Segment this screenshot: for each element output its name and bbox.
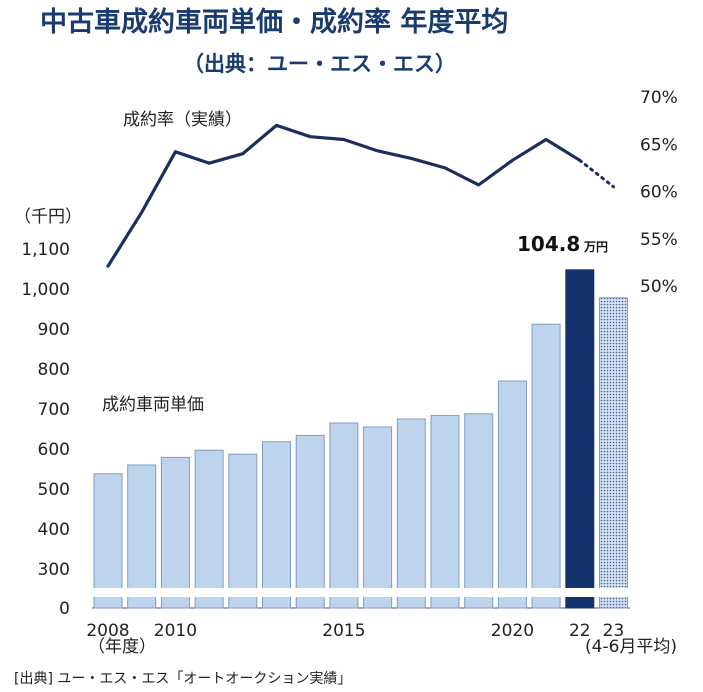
bar (329, 422, 359, 609)
bar (160, 456, 190, 609)
callout: 104.8 万円 (517, 232, 608, 256)
bar (565, 269, 595, 609)
bar (531, 323, 561, 609)
bar-series (93, 269, 628, 609)
bar (599, 297, 628, 609)
x-sublabel-average: (4-6月平均) (585, 637, 677, 657)
x-tick: 23 (603, 621, 625, 641)
y-left-tick: 1,000 (21, 280, 70, 300)
axis-break-band (90, 588, 635, 597)
bar (363, 426, 393, 609)
callout-unit: 万円 (583, 240, 608, 254)
bar (497, 380, 527, 609)
x-tick: 2015 (322, 621, 365, 641)
y-left-tick: 400 (38, 520, 70, 540)
y-right-tick: 50% (640, 277, 678, 297)
x-tick: 2008 (86, 621, 129, 641)
x-tick: 22 (569, 621, 591, 641)
y-right-tick: 55% (640, 230, 678, 250)
y-left-tick: 800 (38, 360, 70, 380)
y-right-tick: 65% (640, 135, 678, 155)
bar (295, 434, 325, 609)
y-left-tick: 1,100 (21, 240, 70, 260)
callout-value: 104.8 (517, 232, 580, 256)
chart-subtitle: （出典：ユー・エス・エス） (183, 52, 456, 76)
bar (396, 418, 426, 609)
bar (228, 453, 258, 609)
source-note: [出典] ユー・エス・エス「オートオークション実績」 (14, 671, 351, 687)
bar (194, 449, 224, 609)
line-series (106, 123, 615, 268)
bar (262, 441, 291, 609)
bar (93, 473, 123, 609)
y-left-ticks: 0 300 400 500 600 700 800 900 1,000 1,100 (21, 240, 70, 619)
x-tick: 2010 (154, 621, 197, 641)
x-tick: 2020 (491, 621, 534, 641)
bar (127, 464, 157, 609)
y-right-tick: 60% (640, 183, 678, 203)
y-right-ticks: 50% 55% 60% 65% 70% (640, 88, 678, 297)
y-left-tick: 900 (38, 320, 70, 340)
bar (430, 414, 460, 609)
bar (464, 413, 494, 609)
y-right-tick: 70% (640, 88, 678, 108)
x-tick-labels: 2008 2010 2015 2020 22 23 (86, 621, 624, 641)
chart-title: 中古車成約車両単価・成約率 年度平均 (40, 6, 508, 38)
y-left-tick: 700 (38, 400, 70, 420)
rate-line-estimate (578, 158, 615, 189)
rate-line-actual (106, 123, 582, 268)
y-left-tick: 0 (59, 599, 70, 619)
line-series-label: 成約率（実績） (123, 110, 242, 130)
y-left-tick: 300 (38, 560, 70, 580)
bar-series-label: 成約車両単価 (102, 395, 204, 415)
y-left-tick: 500 (38, 480, 70, 500)
x-sublabel-fiscal-year: （年度） (88, 637, 156, 657)
y-left-tick: 600 (38, 440, 70, 460)
y-left-axis-label: （千円） (14, 207, 82, 227)
